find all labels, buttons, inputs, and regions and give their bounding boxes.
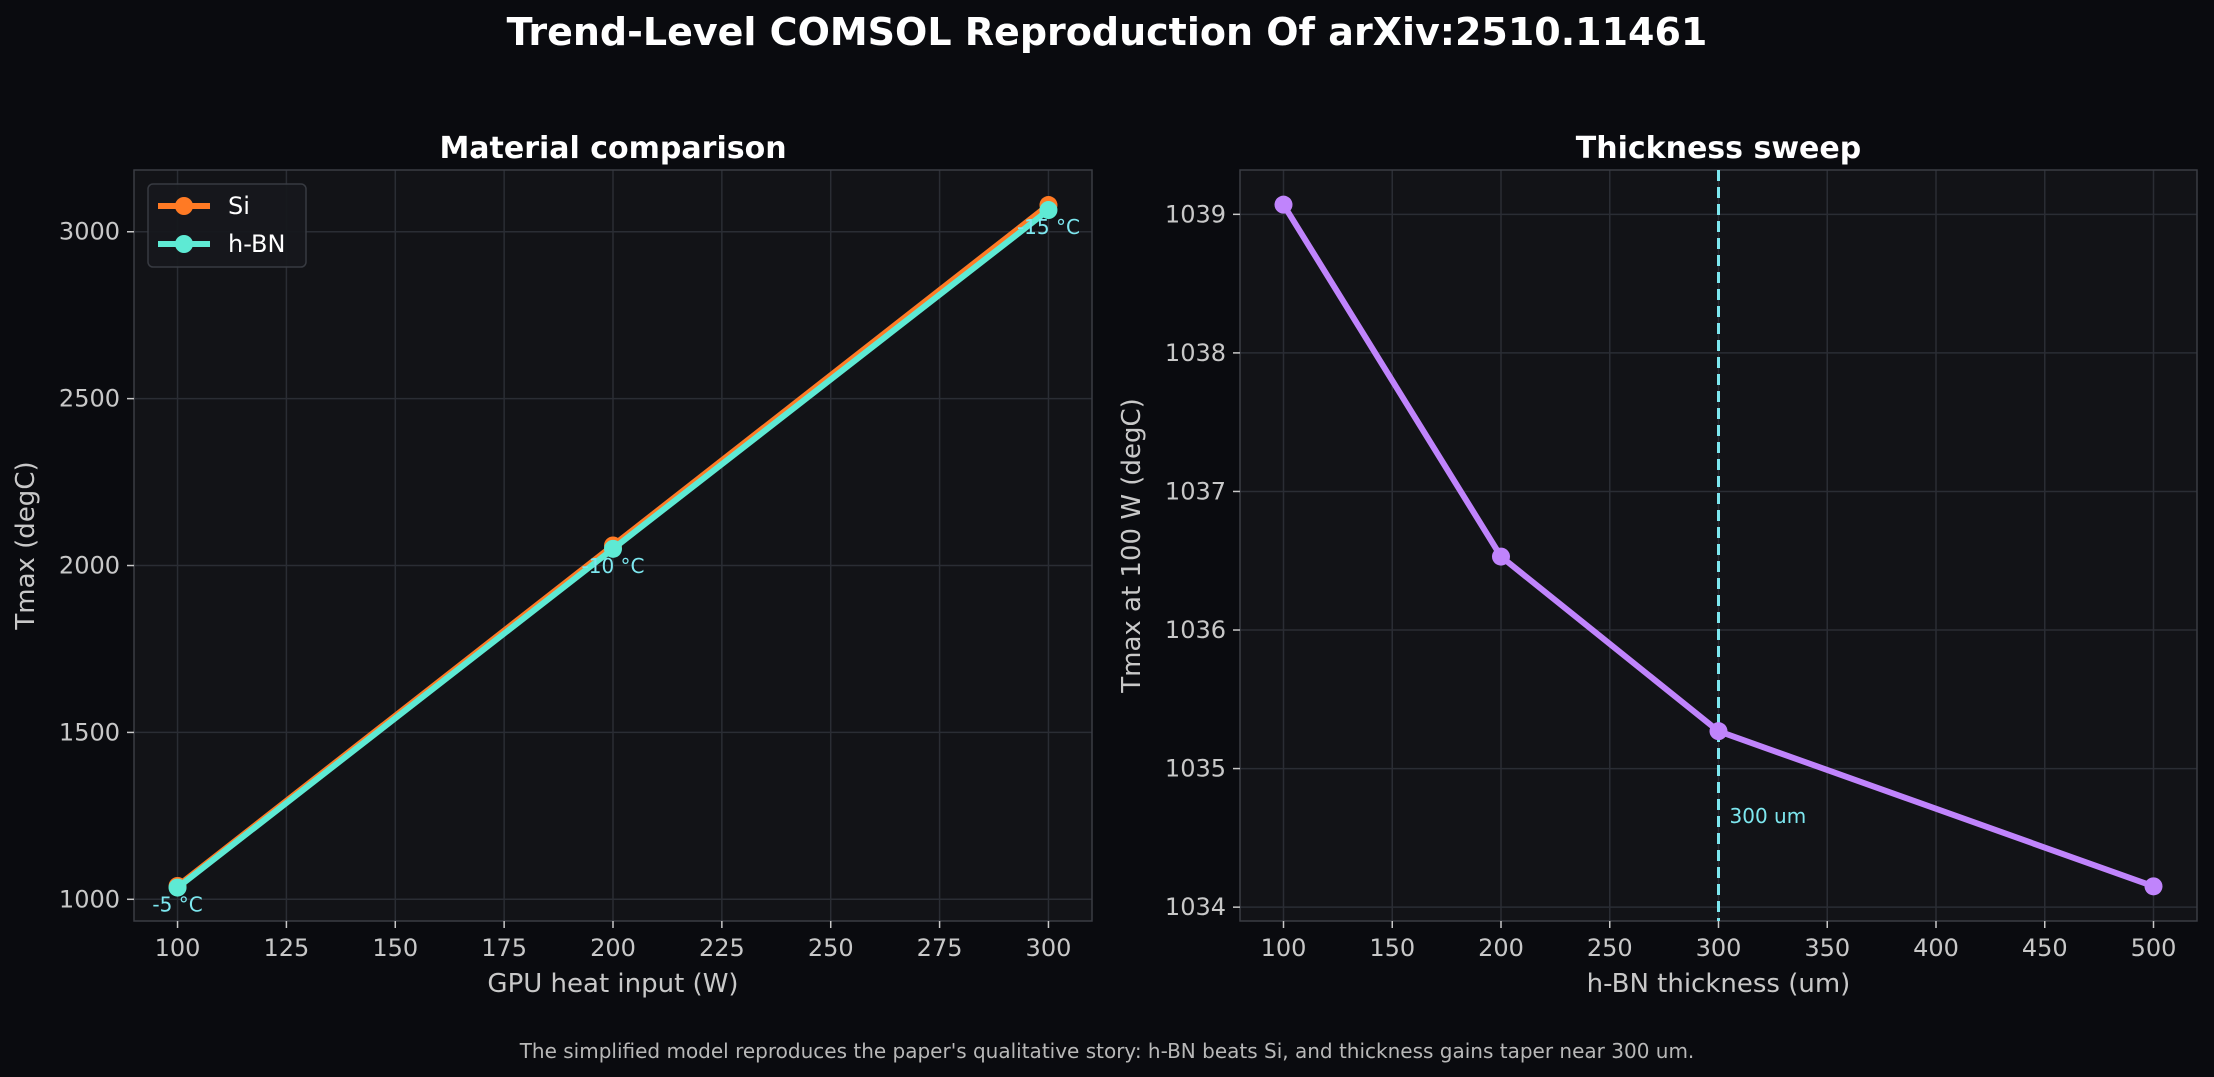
y-tick-label: 1038: [1165, 339, 1226, 367]
y-axis-label: Tmax (degC): [11, 461, 41, 630]
y-tick-label: 1039: [1165, 200, 1226, 228]
y-tick-label: 1037: [1165, 477, 1226, 505]
figure-caption: The simplified model reproduces the pape…: [519, 1039, 1695, 1063]
y-tick-label: 1034: [1165, 893, 1226, 921]
x-tick-label: 250: [1587, 934, 1633, 962]
x-tick-label: 125: [264, 934, 310, 962]
panel-title: Material comparison: [439, 131, 786, 166]
x-tick-label: 150: [1369, 934, 1415, 962]
y-tick-label: 1035: [1165, 755, 1226, 783]
y-tick-label: 2500: [59, 385, 120, 413]
data-point: [2144, 877, 2163, 896]
data-point: [1709, 722, 1728, 741]
data-point: [1039, 201, 1058, 220]
data-point: [604, 539, 622, 558]
thickness-sweep-panel: 100 150 200 250 300 350 400 450 500 1034 1035 1036 1…: [1117, 131, 2198, 999]
legend-label: h-BN: [228, 230, 285, 258]
legend-swatch-marker: [175, 197, 193, 215]
x-axis-label: h-BN thickness (um): [1587, 969, 1851, 999]
y-axis-label: Tmax at 100 W (degC): [1117, 398, 1147, 694]
x-tick-label: 500: [2131, 934, 2177, 962]
figure-title: Trend-Level COMSOL Reproduction Of arXiv…: [507, 10, 1708, 54]
reference-line-label: 300 um: [1730, 804, 1807, 828]
x-tick-label: 450: [2022, 934, 2068, 962]
x-tick-label: 275: [917, 934, 963, 962]
x-tick-label: 150: [372, 934, 418, 962]
x-tick-label: 300: [1696, 934, 1742, 962]
y-tick-label: 1000: [59, 885, 120, 913]
x-tick-label: 200: [1478, 934, 1524, 962]
series-line: [1280, 201, 2157, 890]
legend-swatch-marker: [175, 235, 193, 253]
data-point: [1492, 547, 1510, 566]
material-comparison-panel: 100 125 150 175 200 225 250 275 300 1000 1500 2000 2…: [11, 131, 1093, 999]
x-tick-label: 200: [590, 934, 636, 962]
delta-annotation: -15 °C: [1017, 215, 1080, 239]
x-tick-label: 350: [1804, 934, 1850, 962]
x-tick-label: 100: [1261, 934, 1307, 962]
x-axis-label: GPU heat input (W): [487, 969, 738, 999]
delta-annotation: -10 °C: [582, 554, 645, 578]
x-tick-label: 225: [699, 934, 745, 962]
x-tick-label: 300: [1026, 934, 1072, 962]
delta-annotation: -5 °C: [152, 893, 202, 917]
y-tick-label: 2000: [59, 552, 120, 580]
y-tick-label: 3000: [59, 218, 120, 246]
x-tick-label: 175: [481, 934, 527, 962]
data-point: [1274, 195, 1293, 214]
y-tick-label: 1036: [1165, 616, 1226, 644]
y-tick-label: 1500: [59, 718, 120, 746]
data-point: [168, 878, 187, 897]
panel-title: Thickness sweep: [1576, 131, 1861, 166]
x-tick-label: 400: [1913, 934, 1959, 962]
legend-label: Si: [228, 192, 250, 220]
x-tick-label: 100: [155, 934, 201, 962]
x-tick-label: 250: [808, 934, 854, 962]
